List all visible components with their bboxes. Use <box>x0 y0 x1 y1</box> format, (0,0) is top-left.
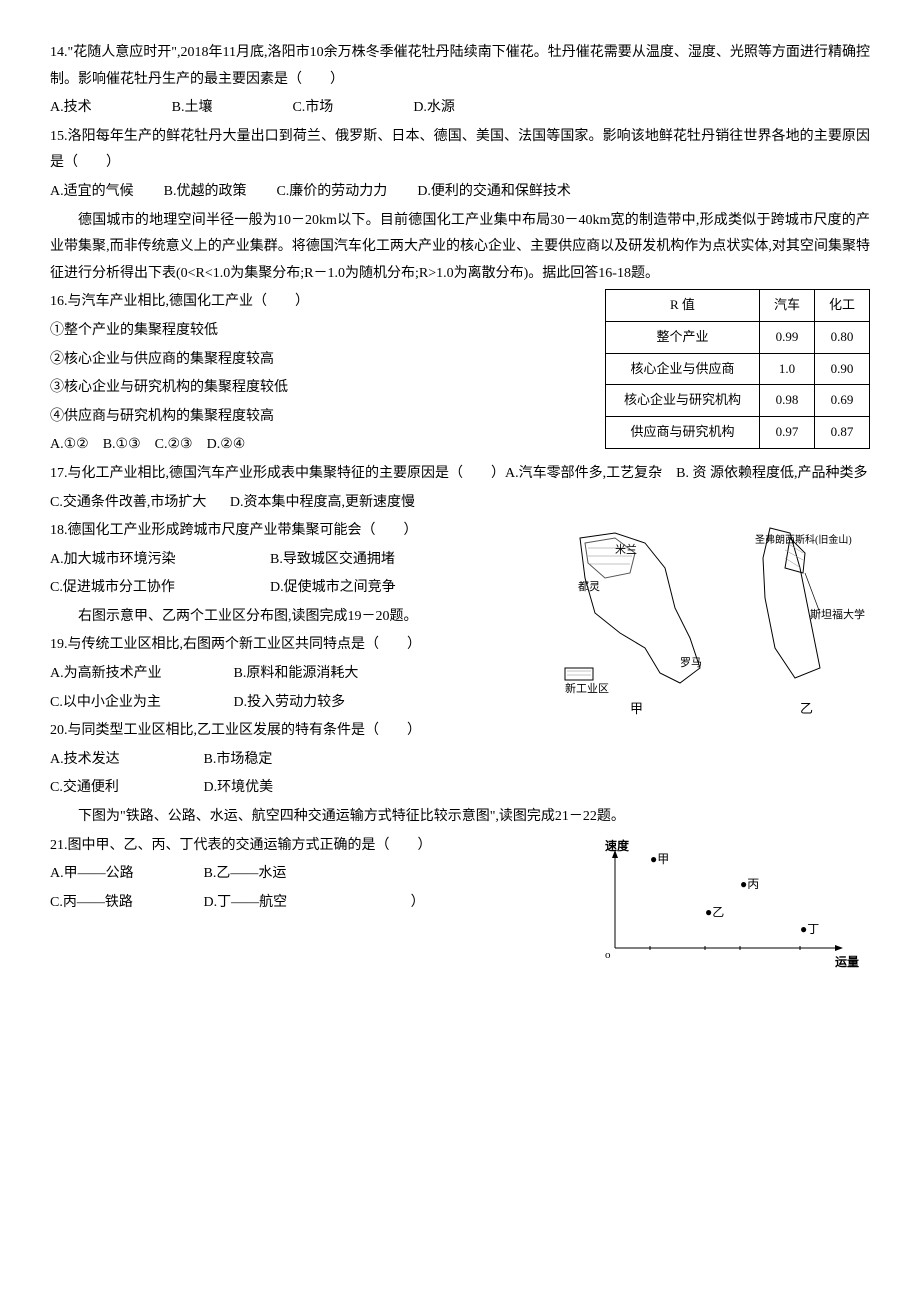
cell: 0.99 <box>759 322 814 354</box>
q20-opta: A.技术发达 <box>50 747 200 774</box>
q21-optd: D.丁——航空 <box>204 895 288 910</box>
label-newzone: 新工业区 <box>565 681 609 695</box>
q17-opts-cd: C.交通条件改善,市场扩大 D.资本集中程度高,更新速度慢 <box>50 490 870 517</box>
cell: 0.97 <box>759 417 814 449</box>
q18-opta: A.加大城市环境污染 <box>50 547 270 574</box>
q14-optc: C.市场 <box>292 95 333 122</box>
cell: 0.80 <box>814 322 869 354</box>
table-row: 核心企业与研究机构 0.98 0.69 <box>605 385 869 417</box>
th-car: 汽车 <box>759 290 814 322</box>
q15-optb: B.优越的政策 <box>164 179 247 206</box>
q17-text: 17.与化工产业相比,德国汽车产业形成表中集聚特征的主要原因是（ ）A.汽车零部… <box>50 461 870 488</box>
q15-options: A.适宜的气候 B.优越的政策 C.廉价的劳动力力 D.便利的交通和保鲜技术 <box>50 179 870 206</box>
q14-optb: B.土壤 <box>172 95 213 122</box>
q14-optd: D.水源 <box>413 95 455 122</box>
table-row: 供应商与研究机构 0.97 0.87 <box>605 417 869 449</box>
label-rome: 罗马 <box>680 656 702 669</box>
q15-opta: A.适宜的气候 <box>50 179 134 206</box>
cell: 0.98 <box>759 385 814 417</box>
table-header-row: R 值 汽车 化工 <box>605 290 869 322</box>
q18-optb: B.导致城区交通拥堵 <box>270 547 395 574</box>
q21-optb: B.乙——水运 <box>204 866 287 881</box>
point-yi: ●乙 <box>705 905 724 919</box>
q17-optc: C.交通条件改善,市场扩大 <box>50 495 206 510</box>
table-row: 核心企业与供应商 1.0 0.90 <box>605 353 869 385</box>
q15-optd: D.便利的交通和保鲜技术 <box>417 179 571 206</box>
q20-optd: D.环境优美 <box>204 780 274 795</box>
point-jia: ●甲 <box>650 852 669 866</box>
table-row: 整个产业 0.99 0.80 <box>605 322 869 354</box>
q14-opta: A.技术 <box>50 95 92 122</box>
q20-text: 20.与同类型工业区相比,乙工业区发展的特有条件是（ ） <box>50 718 870 745</box>
cell: 1.0 <box>759 353 814 385</box>
stray-paren: ） <box>411 895 425 910</box>
q20-optb: B.市场稳定 <box>204 752 273 767</box>
q19-opta: A.为高新技术产业 <box>50 661 230 688</box>
r-value-table: R 值 汽车 化工 整个产业 0.99 0.80 核心企业与供应商 1.0 0.… <box>605 289 870 448</box>
th-chem: 化工 <box>814 290 869 322</box>
q17-optd: D.资本集中程度高,更新速度慢 <box>230 495 415 510</box>
q14-options: A.技术 B.土壤 C.市场 D.水源 <box>50 95 870 122</box>
q15-text: 15.洛阳每年生产的鲜花牡丹大量出口到荷兰、俄罗斯、日本、德国、美国、法国等国家… <box>50 124 870 177</box>
cell: 0.90 <box>814 353 869 385</box>
q19-optd: D.投入劳动力较多 <box>234 695 346 710</box>
q19-optc: C.以中小企业为主 <box>50 690 230 717</box>
q18-optc: C.促进城市分工协作 <box>50 575 270 602</box>
label-turin: 都灵 <box>578 580 600 593</box>
passage3: 下图为"铁路、公路、水运、航空四种交通运输方式特征比较示意图",读图完成21－2… <box>50 804 870 831</box>
chart-svg: 速度 运量 o ●甲 ●丙 ●乙 ●丁 <box>590 838 870 968</box>
cell: 整个产业 <box>605 322 759 354</box>
origin: o <box>605 949 611 961</box>
q20-optc: C.交通便利 <box>50 775 200 802</box>
cell: 供应商与研究机构 <box>605 417 759 449</box>
cell: 核心企业与供应商 <box>605 353 759 385</box>
label-milan: 米兰 <box>615 543 637 556</box>
label-sf: 圣弗朗西斯科(旧金山) <box>755 533 852 546</box>
cell: 0.69 <box>814 385 869 417</box>
xlabel: 运量 <box>835 955 859 968</box>
map-figure: 米兰 都灵 罗马 新工业区 甲 圣弗朗西斯科(旧金山) 斯坦福大学 乙 <box>560 518 870 718</box>
q14-text: 14."花随人意应时开",2018年11月底,洛阳市10余万株冬季催花牡丹陆续南… <box>50 40 870 93</box>
q21-optc: C.丙——铁路 <box>50 890 200 917</box>
cell: 0.87 <box>814 417 869 449</box>
label-yi: 乙 <box>800 701 813 716</box>
q18-cd: C.促进城市分工协作 D.促使城市之间竞争 <box>50 575 550 602</box>
point-bing: ●丙 <box>740 877 759 891</box>
point-ding: ●丁 <box>800 922 819 936</box>
q20-cd: C.交通便利 D.环境优美 <box>50 775 870 802</box>
q21-opta: A.甲——公路 <box>50 861 200 888</box>
label-jia: 甲 <box>630 701 643 716</box>
q18-optd: D.促使城市之间竞争 <box>270 575 396 602</box>
q15-optc: C.廉价的劳动力力 <box>276 179 387 206</box>
transport-chart: 速度 运量 o ●甲 ●丙 ●乙 ●丁 <box>590 838 870 968</box>
map-svg: 米兰 都灵 罗马 新工业区 甲 圣弗朗西斯科(旧金山) 斯坦福大学 乙 <box>560 518 870 718</box>
q20-ab: A.技术发达 B.市场稳定 <box>50 747 870 774</box>
q18-ab: A.加大城市环境污染 B.导致城区交通拥堵 <box>50 547 550 574</box>
th-r: R 值 <box>605 290 759 322</box>
ylabel: 速度 <box>605 838 630 853</box>
cell: 核心企业与研究机构 <box>605 385 759 417</box>
q19-optb: B.原料和能源消耗大 <box>234 666 359 681</box>
passage1: 德国城市的地理空间半径一般为10－20km以下。目前德国化工产业集中布局30－4… <box>50 208 870 288</box>
